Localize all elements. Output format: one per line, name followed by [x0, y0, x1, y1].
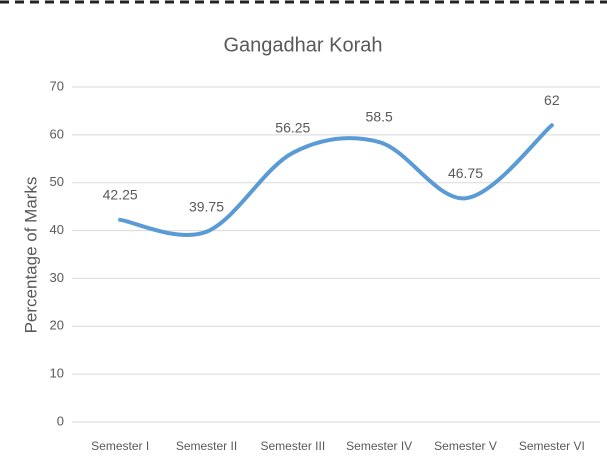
x-tick-label: Semester II — [176, 439, 237, 453]
x-tick-label: Semester VI — [519, 439, 585, 453]
y-tick-label: 60 — [50, 126, 64, 141]
data-label: 42.25 — [103, 187, 138, 203]
y-tick-label: 30 — [50, 270, 64, 285]
data-label: 46.75 — [448, 165, 483, 181]
x-tick-label: Semester III — [260, 439, 325, 453]
data-label: 58.5 — [366, 109, 393, 125]
chart-title: Gangadhar Korah — [223, 34, 382, 56]
y-axis-label: Percentage of Marks — [21, 177, 40, 334]
x-tick-label: Semester I — [91, 439, 149, 453]
y-tick-label: 70 — [50, 78, 64, 93]
y-tick-label: 0 — [57, 413, 64, 428]
x-tick-label: Semester V — [434, 439, 497, 453]
y-tick-label: 50 — [50, 174, 64, 189]
data-label: 62 — [544, 92, 560, 108]
data-line — [118, 123, 554, 238]
y-tick-label: 20 — [50, 318, 64, 333]
x-tick-label: Semester IV — [346, 439, 412, 453]
data-label: 39.75 — [189, 198, 224, 214]
y-tick-label: 10 — [50, 366, 64, 381]
data-label: 56.25 — [275, 120, 310, 136]
y-tick-label: 40 — [50, 222, 64, 237]
